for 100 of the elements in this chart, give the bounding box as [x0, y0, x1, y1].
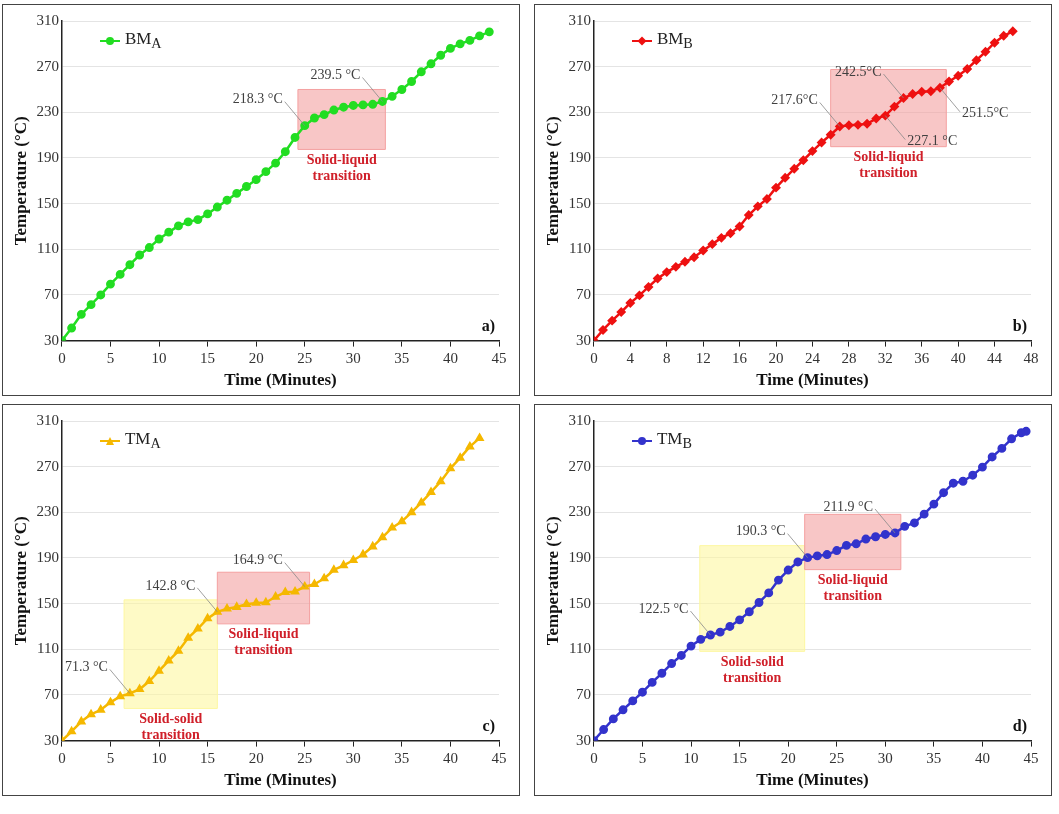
point	[653, 274, 663, 283]
annotation: 164.9 °C	[232, 552, 283, 568]
y-tick-label: 270	[568, 57, 591, 74]
point	[291, 587, 300, 595]
point	[329, 565, 338, 573]
annotation: 218.3 °C	[232, 91, 283, 107]
point	[310, 579, 319, 588]
point	[832, 546, 842, 555]
annotation: b)	[1012, 316, 1027, 335]
x-tick-label: 5	[106, 349, 115, 366]
point	[662, 267, 672, 277]
point	[377, 97, 387, 106]
point	[465, 35, 475, 45]
y-axis-title: Temperature (°C)	[542, 116, 562, 246]
point	[599, 725, 609, 734]
point	[917, 87, 927, 97]
x-tick-label: 16	[732, 349, 748, 366]
point	[1008, 26, 1018, 36]
y-tick-label: 70	[575, 685, 591, 702]
point	[889, 102, 899, 112]
point	[125, 260, 135, 270]
point	[762, 194, 772, 204]
point	[387, 91, 397, 101]
point	[154, 234, 164, 244]
point	[193, 215, 203, 225]
y-tick-label: 110	[36, 240, 59, 257]
point	[638, 687, 647, 697]
point	[116, 691, 125, 700]
x-tick-label: 5	[638, 749, 647, 766]
y-tick-label: 310	[36, 11, 59, 28]
x-tick-label: 25	[829, 749, 845, 766]
x-tick-label: 24	[804, 349, 821, 366]
point	[251, 175, 261, 185]
point	[977, 462, 987, 472]
x-tick-label: 4	[626, 349, 635, 366]
point	[203, 209, 213, 219]
x-tick-label: 48	[1023, 349, 1039, 366]
point	[944, 77, 954, 86]
x-tick-label: 45	[491, 749, 507, 766]
point	[261, 167, 271, 177]
x-tick-label: 0	[590, 749, 598, 766]
point	[242, 182, 251, 191]
x-tick-label: 12	[695, 349, 711, 366]
point	[935, 83, 945, 93]
x-tick-label: 8	[663, 349, 671, 366]
point	[475, 31, 485, 41]
point	[971, 55, 981, 65]
point	[290, 132, 300, 142]
point	[715, 627, 725, 637]
x-tick-label: 15	[200, 349, 216, 366]
annotation: 190.3 °C	[735, 523, 786, 539]
point	[908, 89, 918, 99]
x-tick-label: 0	[58, 349, 66, 366]
point	[962, 64, 972, 74]
band-label: Solid-solid transition	[720, 653, 784, 685]
y-tick-label: 230	[568, 503, 591, 520]
y-tick-label: 150	[568, 194, 591, 211]
point	[999, 31, 1009, 41]
y-tick-label: 270	[36, 457, 59, 474]
point	[725, 622, 735, 631]
point	[96, 705, 105, 713]
point	[929, 499, 939, 509]
x-tick-label: 44	[987, 349, 1003, 366]
annotation: 227.1 °C	[907, 133, 958, 149]
point	[319, 110, 329, 120]
annotation: 217.6°C	[771, 92, 818, 108]
y-tick-label: 230	[568, 103, 591, 120]
point	[223, 604, 232, 612]
point	[358, 550, 368, 558]
point	[455, 39, 465, 49]
annotation: c)	[482, 716, 495, 735]
point	[426, 59, 436, 69]
point	[696, 634, 706, 644]
annotation: 142.8 °C	[145, 577, 196, 593]
point	[657, 668, 667, 678]
point	[164, 656, 173, 664]
point	[939, 488, 949, 498]
point	[671, 262, 681, 272]
point	[465, 442, 474, 450]
point	[735, 222, 745, 231]
x-tick-label: 20	[248, 349, 264, 366]
y-tick-label: 310	[568, 411, 591, 428]
y-tick-label: 30	[575, 331, 591, 348]
point	[484, 27, 494, 37]
point	[625, 298, 635, 308]
point	[716, 233, 726, 243]
point	[647, 677, 657, 687]
point	[475, 433, 484, 441]
x-axis-title: Time (Minutes)	[756, 770, 869, 790]
point	[436, 50, 446, 60]
y-tick-label: 70	[43, 685, 59, 702]
x-tick-label: 20	[768, 349, 784, 366]
point	[164, 227, 174, 237]
y-tick-label: 150	[36, 194, 59, 211]
point	[271, 592, 280, 600]
point	[754, 598, 764, 607]
point	[106, 279, 115, 289]
x-tick-label: 20	[248, 749, 264, 766]
point	[808, 146, 817, 156]
point	[817, 138, 827, 148]
